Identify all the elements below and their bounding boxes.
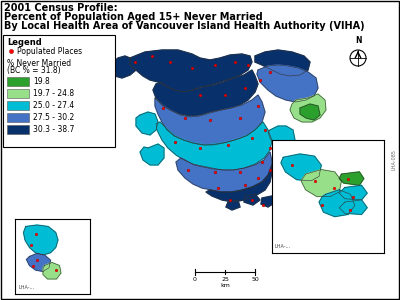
Polygon shape <box>155 95 265 145</box>
Text: N: N <box>355 36 361 45</box>
Polygon shape <box>283 148 298 162</box>
Polygon shape <box>226 200 240 210</box>
Text: 19.7 - 24.8: 19.7 - 24.8 <box>33 89 74 98</box>
Polygon shape <box>339 200 367 214</box>
Text: 19.8: 19.8 <box>33 77 50 86</box>
Text: 0: 0 <box>193 277 197 282</box>
Polygon shape <box>244 194 260 205</box>
Bar <box>3 35 115 147</box>
Text: Legend: Legend <box>7 38 42 47</box>
Polygon shape <box>110 56 136 78</box>
Bar <box>7 77 29 86</box>
Polygon shape <box>257 65 318 102</box>
Text: 25: 25 <box>221 277 229 282</box>
Text: Percent of Population Aged 15+ Never Married: Percent of Population Aged 15+ Never Mar… <box>4 12 263 22</box>
Bar <box>7 101 29 110</box>
Polygon shape <box>301 169 342 196</box>
Text: 50: 50 <box>251 277 259 282</box>
Polygon shape <box>339 172 364 185</box>
Polygon shape <box>339 185 367 200</box>
Text: LHA-085: LHA-085 <box>391 150 396 170</box>
Text: km: km <box>220 283 230 288</box>
Text: LHA-...: LHA-... <box>274 244 290 249</box>
Polygon shape <box>156 122 272 170</box>
Text: LHA-...: LHA-... <box>18 285 34 290</box>
Bar <box>7 89 29 98</box>
Polygon shape <box>206 165 272 202</box>
Polygon shape <box>261 196 276 207</box>
Text: 30.3 - 38.7: 30.3 - 38.7 <box>33 125 74 134</box>
Text: 27.5 - 30.2: 27.5 - 30.2 <box>33 113 74 122</box>
Bar <box>7 113 29 122</box>
Text: % Never Married: % Never Married <box>7 59 71 68</box>
Polygon shape <box>26 254 50 272</box>
Polygon shape <box>290 94 326 122</box>
Text: By Local Health Area of Vancouver Island Health Authority (VIHA): By Local Health Area of Vancouver Island… <box>4 21 365 31</box>
Polygon shape <box>268 126 295 150</box>
Polygon shape <box>43 262 61 279</box>
Polygon shape <box>319 190 355 217</box>
Polygon shape <box>300 104 320 120</box>
Text: 2001 Census Profile:: 2001 Census Profile: <box>4 3 118 13</box>
Polygon shape <box>24 225 58 255</box>
Polygon shape <box>153 70 258 116</box>
Text: (BC % = 31.8): (BC % = 31.8) <box>7 66 61 75</box>
Text: Populated Places: Populated Places <box>17 46 82 56</box>
Polygon shape <box>255 50 310 76</box>
Polygon shape <box>176 152 272 192</box>
Text: 25.0 - 27.4: 25.0 - 27.4 <box>33 101 74 110</box>
Polygon shape <box>140 144 164 165</box>
Polygon shape <box>281 154 321 181</box>
Polygon shape <box>130 50 252 92</box>
Polygon shape <box>136 112 158 135</box>
Bar <box>7 125 29 134</box>
